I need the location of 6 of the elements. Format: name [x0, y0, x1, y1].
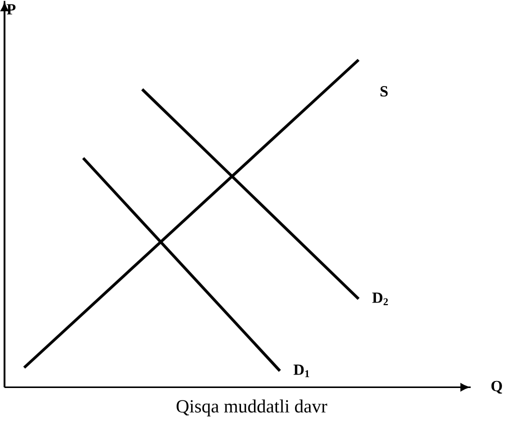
series-label: D$_{1}$	[294, 364, 310, 378]
text: S	[380, 86, 388, 97]
y-axis-title: P	[6, 4, 16, 15]
x-axis-title: Q	[491, 381, 502, 394]
series-label: D$_{2}$	[372, 292, 388, 306]
text: Qisqa muddatli davr	[176, 400, 328, 417]
